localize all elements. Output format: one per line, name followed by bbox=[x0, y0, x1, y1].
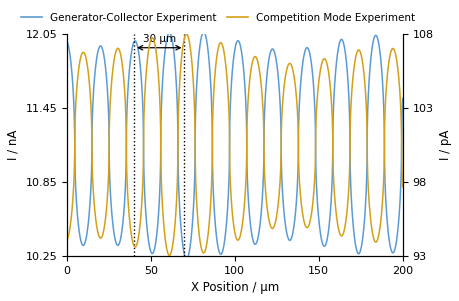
Y-axis label: I / pA: I / pA bbox=[439, 130, 452, 160]
X-axis label: X Position / μm: X Position / μm bbox=[190, 281, 279, 294]
Y-axis label: I / nA: I / nA bbox=[7, 130, 20, 160]
Text: 30 μm: 30 μm bbox=[143, 34, 176, 44]
Legend: Generator-Collector Experiment, Competition Mode Experiment: Generator-Collector Experiment, Competit… bbox=[17, 8, 420, 27]
